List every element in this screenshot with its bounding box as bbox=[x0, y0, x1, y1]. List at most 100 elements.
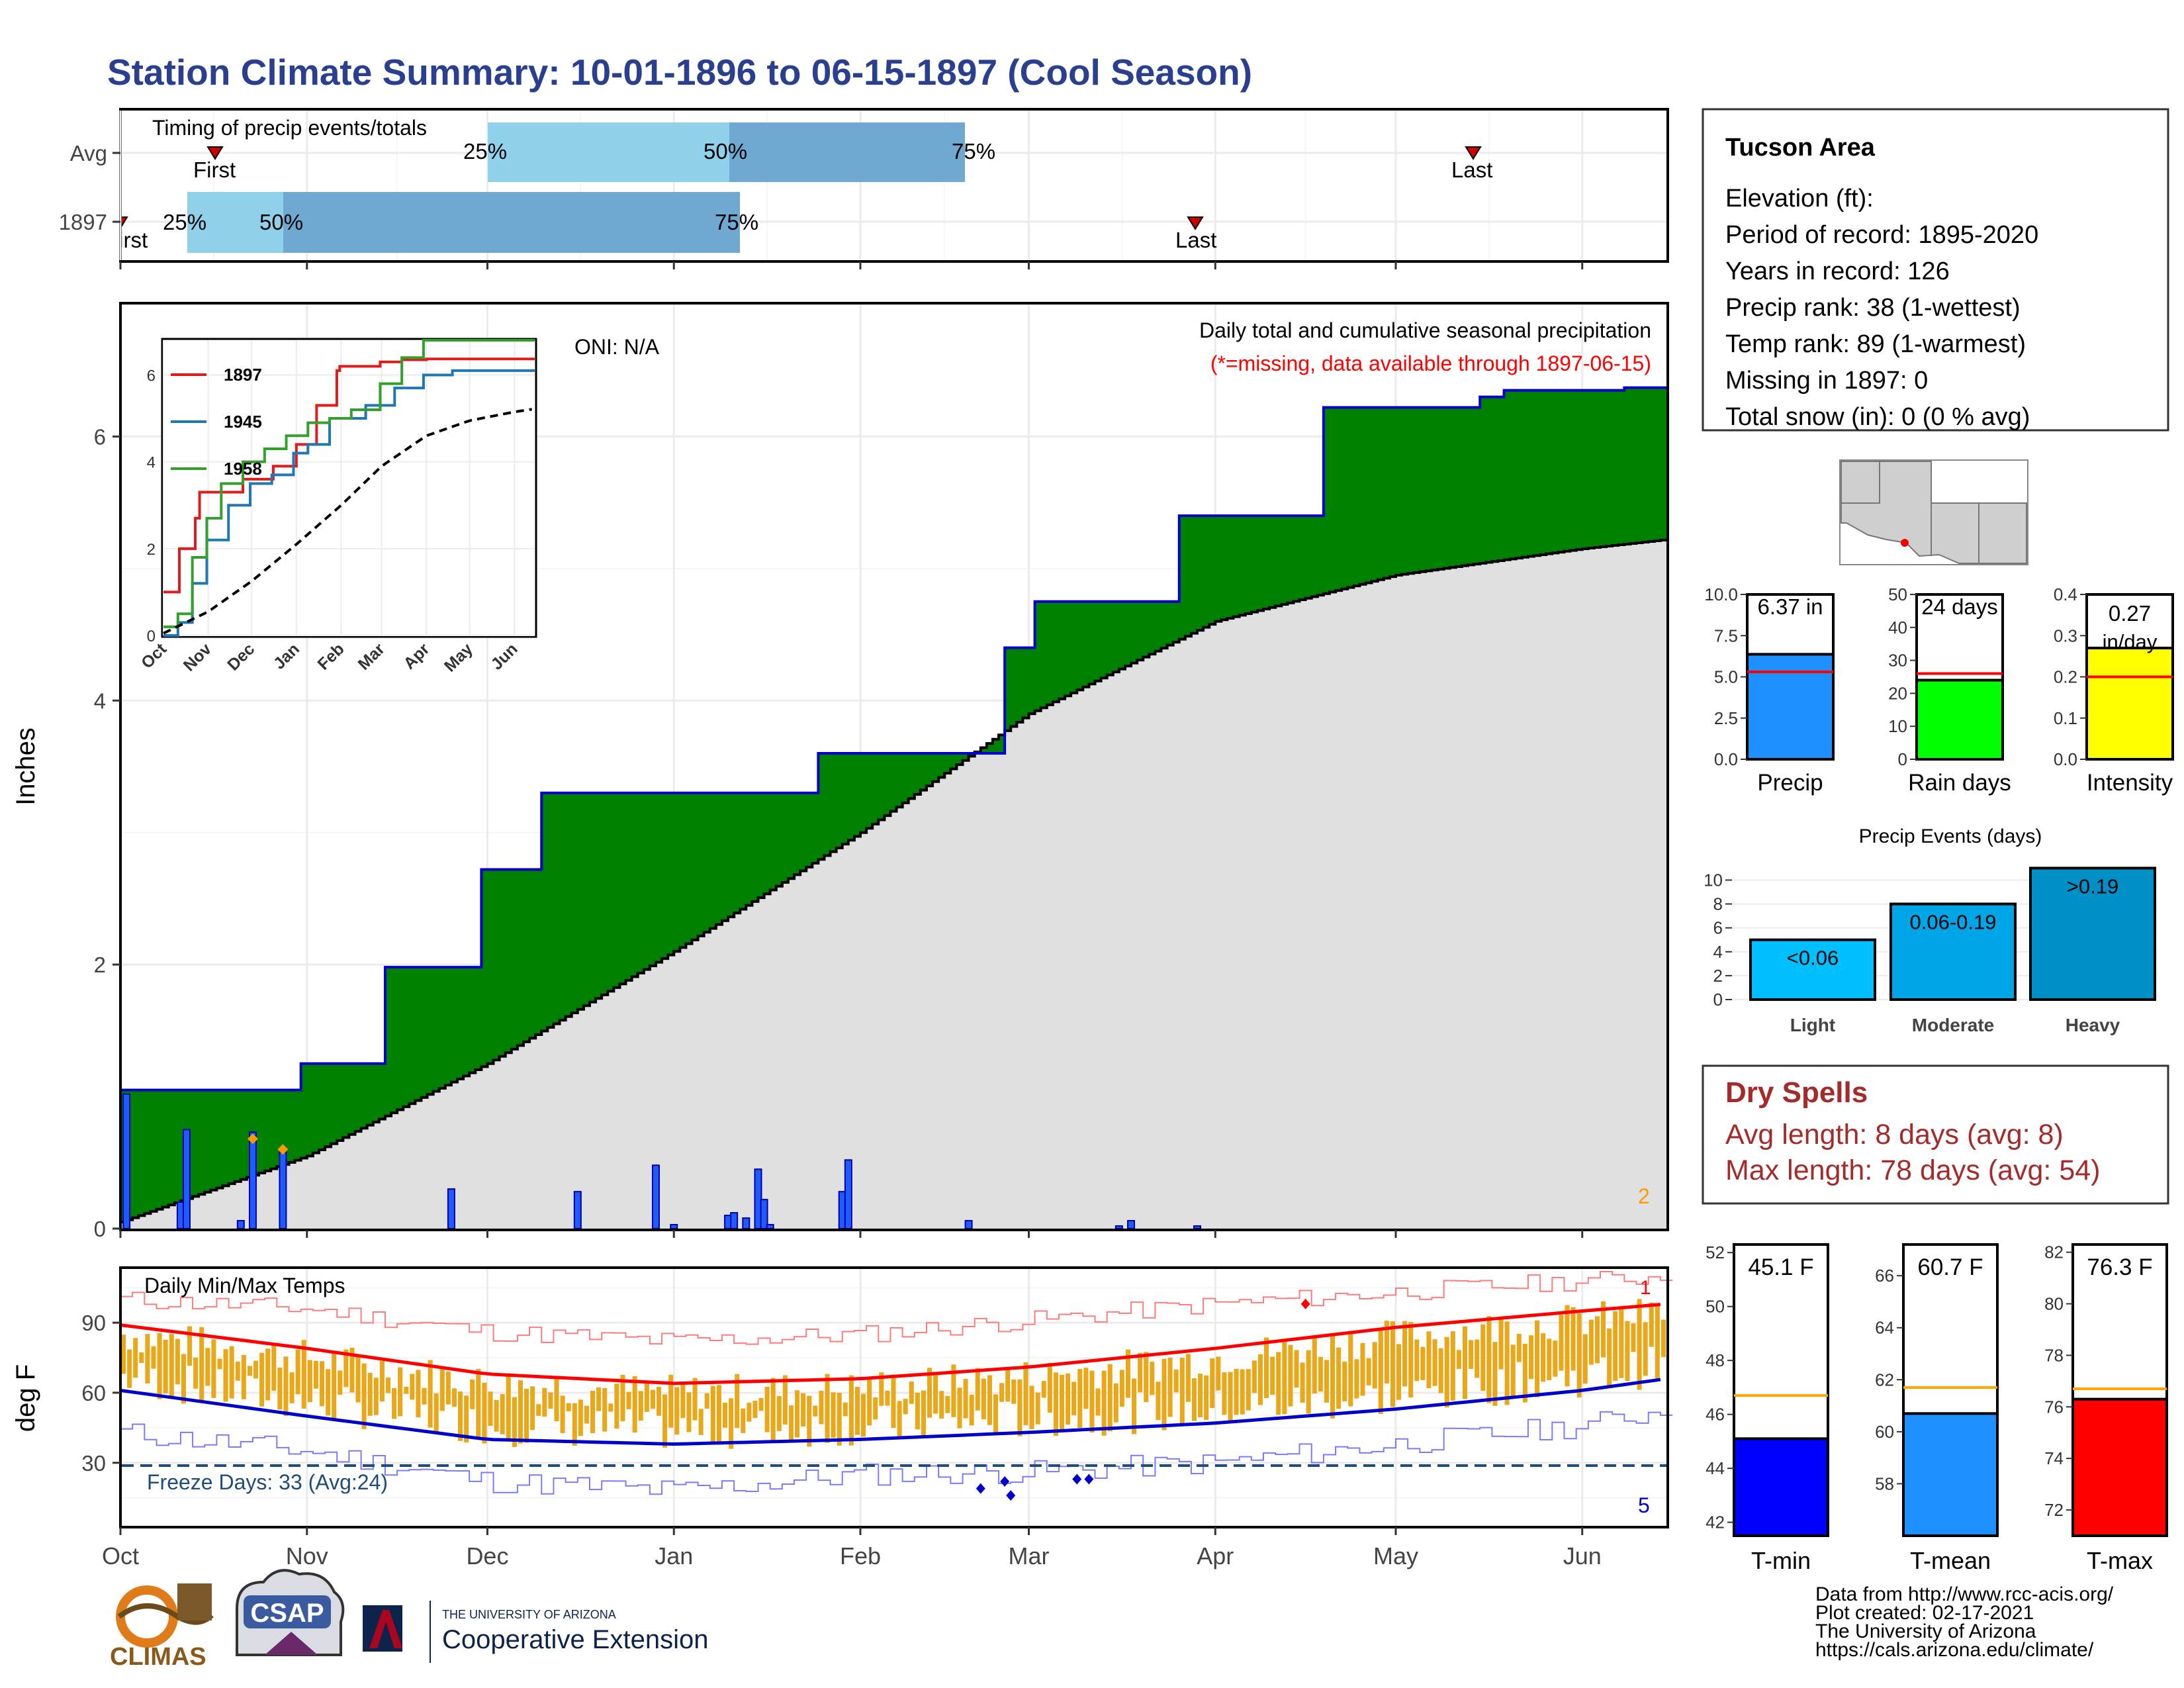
daily-temp-bar bbox=[1101, 1370, 1107, 1436]
mini-bar-label: Rain days bbox=[1908, 770, 2011, 796]
daily-temp-bar bbox=[458, 1391, 463, 1441]
temp-summary-tick-label: 46 bbox=[1706, 1405, 1725, 1425]
daily-temp-bar bbox=[265, 1348, 271, 1401]
daily-temp-bar bbox=[439, 1368, 445, 1411]
daily-temp-bar bbox=[1257, 1354, 1263, 1405]
daily-temp-bar bbox=[1619, 1306, 1624, 1378]
events-tick-label: 8 bbox=[1713, 894, 1723, 914]
daily-temp-bar bbox=[1378, 1329, 1383, 1415]
daily-temp-bar bbox=[854, 1387, 860, 1435]
events-bar-heavy bbox=[2029, 867, 2156, 1001]
daily-temp-bar bbox=[560, 1395, 565, 1433]
month-axis-labels: Oct Nov Dec Jan Feb Mar Apr May Jun bbox=[102, 1527, 1602, 1570]
mini-bar-value-label: 24 days bbox=[1921, 594, 1998, 619]
inset-ytick-label: 6 bbox=[147, 367, 156, 385]
timing-1897-q1-bar bbox=[187, 192, 283, 253]
daily-temp-bar bbox=[494, 1399, 499, 1432]
daily-temp-bar bbox=[139, 1352, 144, 1363]
daily-temp-bar bbox=[596, 1387, 602, 1411]
daily-temp-bar bbox=[1516, 1333, 1522, 1362]
daily-temp-bar bbox=[247, 1366, 252, 1376]
daily-temp-bar bbox=[133, 1338, 138, 1378]
inset-ytick-label: 0 bbox=[147, 628, 156, 645]
daily-temp-bar bbox=[277, 1367, 283, 1410]
daily-precip-bar bbox=[182, 1129, 191, 1230]
daily-temp-bar bbox=[1198, 1374, 1203, 1418]
daily-temp-bar bbox=[1156, 1382, 1161, 1421]
events-bar-label: Moderate bbox=[1912, 1015, 1994, 1035]
daily-precip-bar bbox=[1193, 1225, 1202, 1230]
info-period: Period of record: 1895-2020 bbox=[1725, 221, 2038, 249]
daily-temp-bar bbox=[1613, 1311, 1618, 1381]
daily-temp-bar bbox=[1607, 1328, 1612, 1387]
daily-temp-bar bbox=[1469, 1340, 1474, 1370]
info-elevation: Elevation (ft): bbox=[1725, 185, 1874, 212]
daily-temp-bar bbox=[169, 1334, 174, 1397]
daily-temp-bar bbox=[217, 1358, 222, 1370]
record-low-marker bbox=[1006, 1490, 1016, 1501]
mini-bar-tick-label: 0 bbox=[1898, 749, 1907, 769]
events-tick-label: 0 bbox=[1713, 990, 1723, 1009]
timing-panel: Timing of precip events/totals 25% 50% 7… bbox=[59, 108, 1669, 263]
daily-temp-bar bbox=[464, 1395, 469, 1443]
daily-temp-bar bbox=[1306, 1350, 1311, 1414]
daily-precip-bar bbox=[742, 1217, 751, 1229]
mini-bar-tick-label: 0.0 bbox=[1714, 749, 1738, 769]
daily-temp-bar bbox=[638, 1391, 643, 1421]
month-label: Oct bbox=[102, 1542, 139, 1570]
daily-temp-bar bbox=[795, 1390, 800, 1438]
normal-cumulative-line bbox=[120, 538, 1668, 1224]
daily-precip-bar bbox=[766, 1224, 774, 1229]
inset-ytick-label: 4 bbox=[147, 454, 156, 472]
mini-bar-2: 0.0 0.1 0.2 0.3 0.4 0.27 in/day Intensity bbox=[2054, 585, 2174, 796]
daily-temp-bar bbox=[741, 1408, 746, 1433]
record-high-marker bbox=[1300, 1298, 1310, 1309]
daily-temp-bar bbox=[680, 1383, 686, 1419]
daily-temp-bar bbox=[428, 1360, 433, 1428]
daily-temp-bar bbox=[1438, 1348, 1443, 1393]
daily-temp-bar bbox=[392, 1387, 397, 1419]
month-label: Dec bbox=[466, 1542, 508, 1570]
daily-temp-bar bbox=[1330, 1335, 1336, 1419]
timing-1897-last-marker bbox=[1187, 216, 1204, 230]
month-label: Feb bbox=[840, 1542, 881, 1570]
events-bar-moderate bbox=[1889, 902, 2017, 1001]
info-snow: Total snow (in): 0 (0 % avg) bbox=[1725, 403, 2030, 431]
footer-line-1: Data from http://www.rcc-acis.org/ bbox=[1815, 1583, 2114, 1605]
timing-label: Timing of precip events/totals bbox=[152, 116, 427, 140]
temp-normal-lines bbox=[120, 1271, 1673, 1501]
daily-precip-bar bbox=[1115, 1225, 1123, 1230]
daily-temp-bar bbox=[1066, 1373, 1071, 1425]
daily-precip-bar bbox=[1127, 1220, 1136, 1230]
daily-temp-bar bbox=[770, 1378, 776, 1442]
climas-logo-swirl bbox=[116, 1585, 178, 1648]
daily-temp-bar bbox=[608, 1403, 614, 1412]
footer-credits: Data from http://www.rcc-acis.org/ Plot … bbox=[1815, 1583, 2114, 1661]
daily-temp-bar bbox=[1288, 1344, 1293, 1407]
daily-temp-bar bbox=[975, 1368, 980, 1411]
daily-temp-bar bbox=[451, 1388, 457, 1407]
page-title: Station Climate Summary: 10-01-1896 to 0… bbox=[107, 52, 1252, 93]
temp-summary-label: T-min bbox=[1751, 1547, 1811, 1574]
daily-temp-bar bbox=[470, 1379, 475, 1409]
daily-temp-bar bbox=[644, 1380, 649, 1412]
daily-temp-bar bbox=[650, 1389, 655, 1409]
daily-temp-bar bbox=[837, 1393, 842, 1446]
daily-temp-bar bbox=[175, 1338, 180, 1385]
temp-panel-title: Daily Min/Max Temps bbox=[144, 1274, 345, 1297]
daily-temp-bar bbox=[1294, 1350, 1299, 1388]
temp-summary-tick-label: 74 bbox=[2044, 1448, 2064, 1468]
month-label: Nov bbox=[286, 1542, 328, 1570]
daily-temp-bar bbox=[1023, 1362, 1028, 1425]
daily-temp-bar bbox=[518, 1380, 523, 1444]
temp-summary-tick-label: 48 bbox=[1706, 1350, 1725, 1370]
daily-temp-bar bbox=[1342, 1362, 1347, 1401]
freeze-days-label: Freeze Days: 33 (Avg:24) bbox=[147, 1470, 388, 1494]
daily-temp-bar bbox=[1161, 1358, 1167, 1430]
daily-temp-bar bbox=[698, 1409, 704, 1435]
map-states bbox=[1841, 461, 2027, 564]
daily-temp-bar bbox=[1095, 1388, 1101, 1416]
csap-logo-text: CSAP bbox=[250, 1599, 324, 1628]
precip-events-chart: Precip Events (days) 0 2 4 6 8 10 <0.06 Light 0.… bbox=[1704, 825, 2158, 1035]
